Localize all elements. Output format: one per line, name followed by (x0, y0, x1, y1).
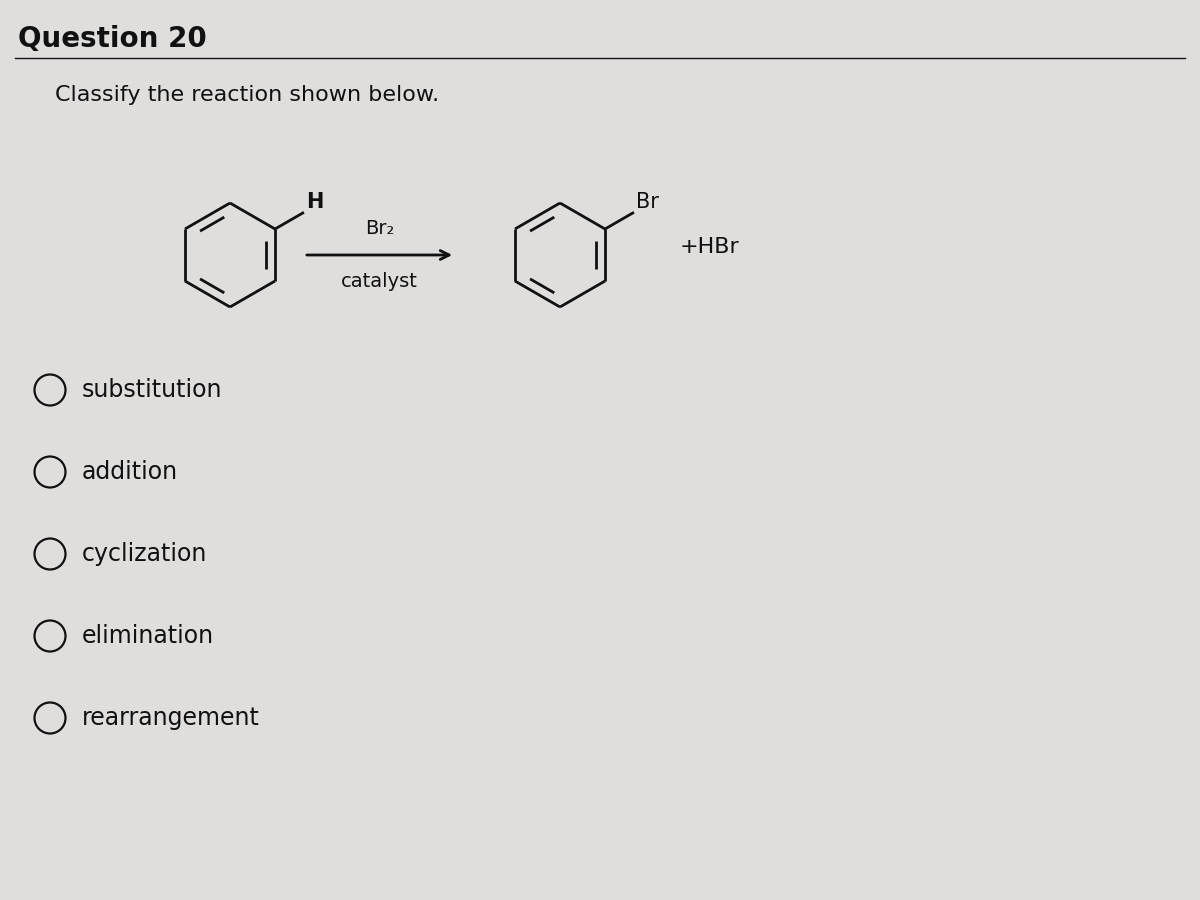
Text: +HBr: +HBr (680, 237, 739, 257)
Text: elimination: elimination (82, 624, 214, 648)
Text: rearrangement: rearrangement (82, 706, 260, 730)
Text: Br₂: Br₂ (365, 219, 394, 238)
Text: H: H (306, 192, 323, 212)
Text: Br: Br (636, 192, 659, 212)
Text: cyclization: cyclization (82, 542, 208, 566)
Text: Classify the reaction shown below.: Classify the reaction shown below. (55, 85, 439, 105)
Text: addition: addition (82, 460, 178, 484)
Text: substitution: substitution (82, 378, 222, 402)
Text: catalyst: catalyst (341, 272, 418, 291)
Text: Question 20: Question 20 (18, 25, 206, 53)
